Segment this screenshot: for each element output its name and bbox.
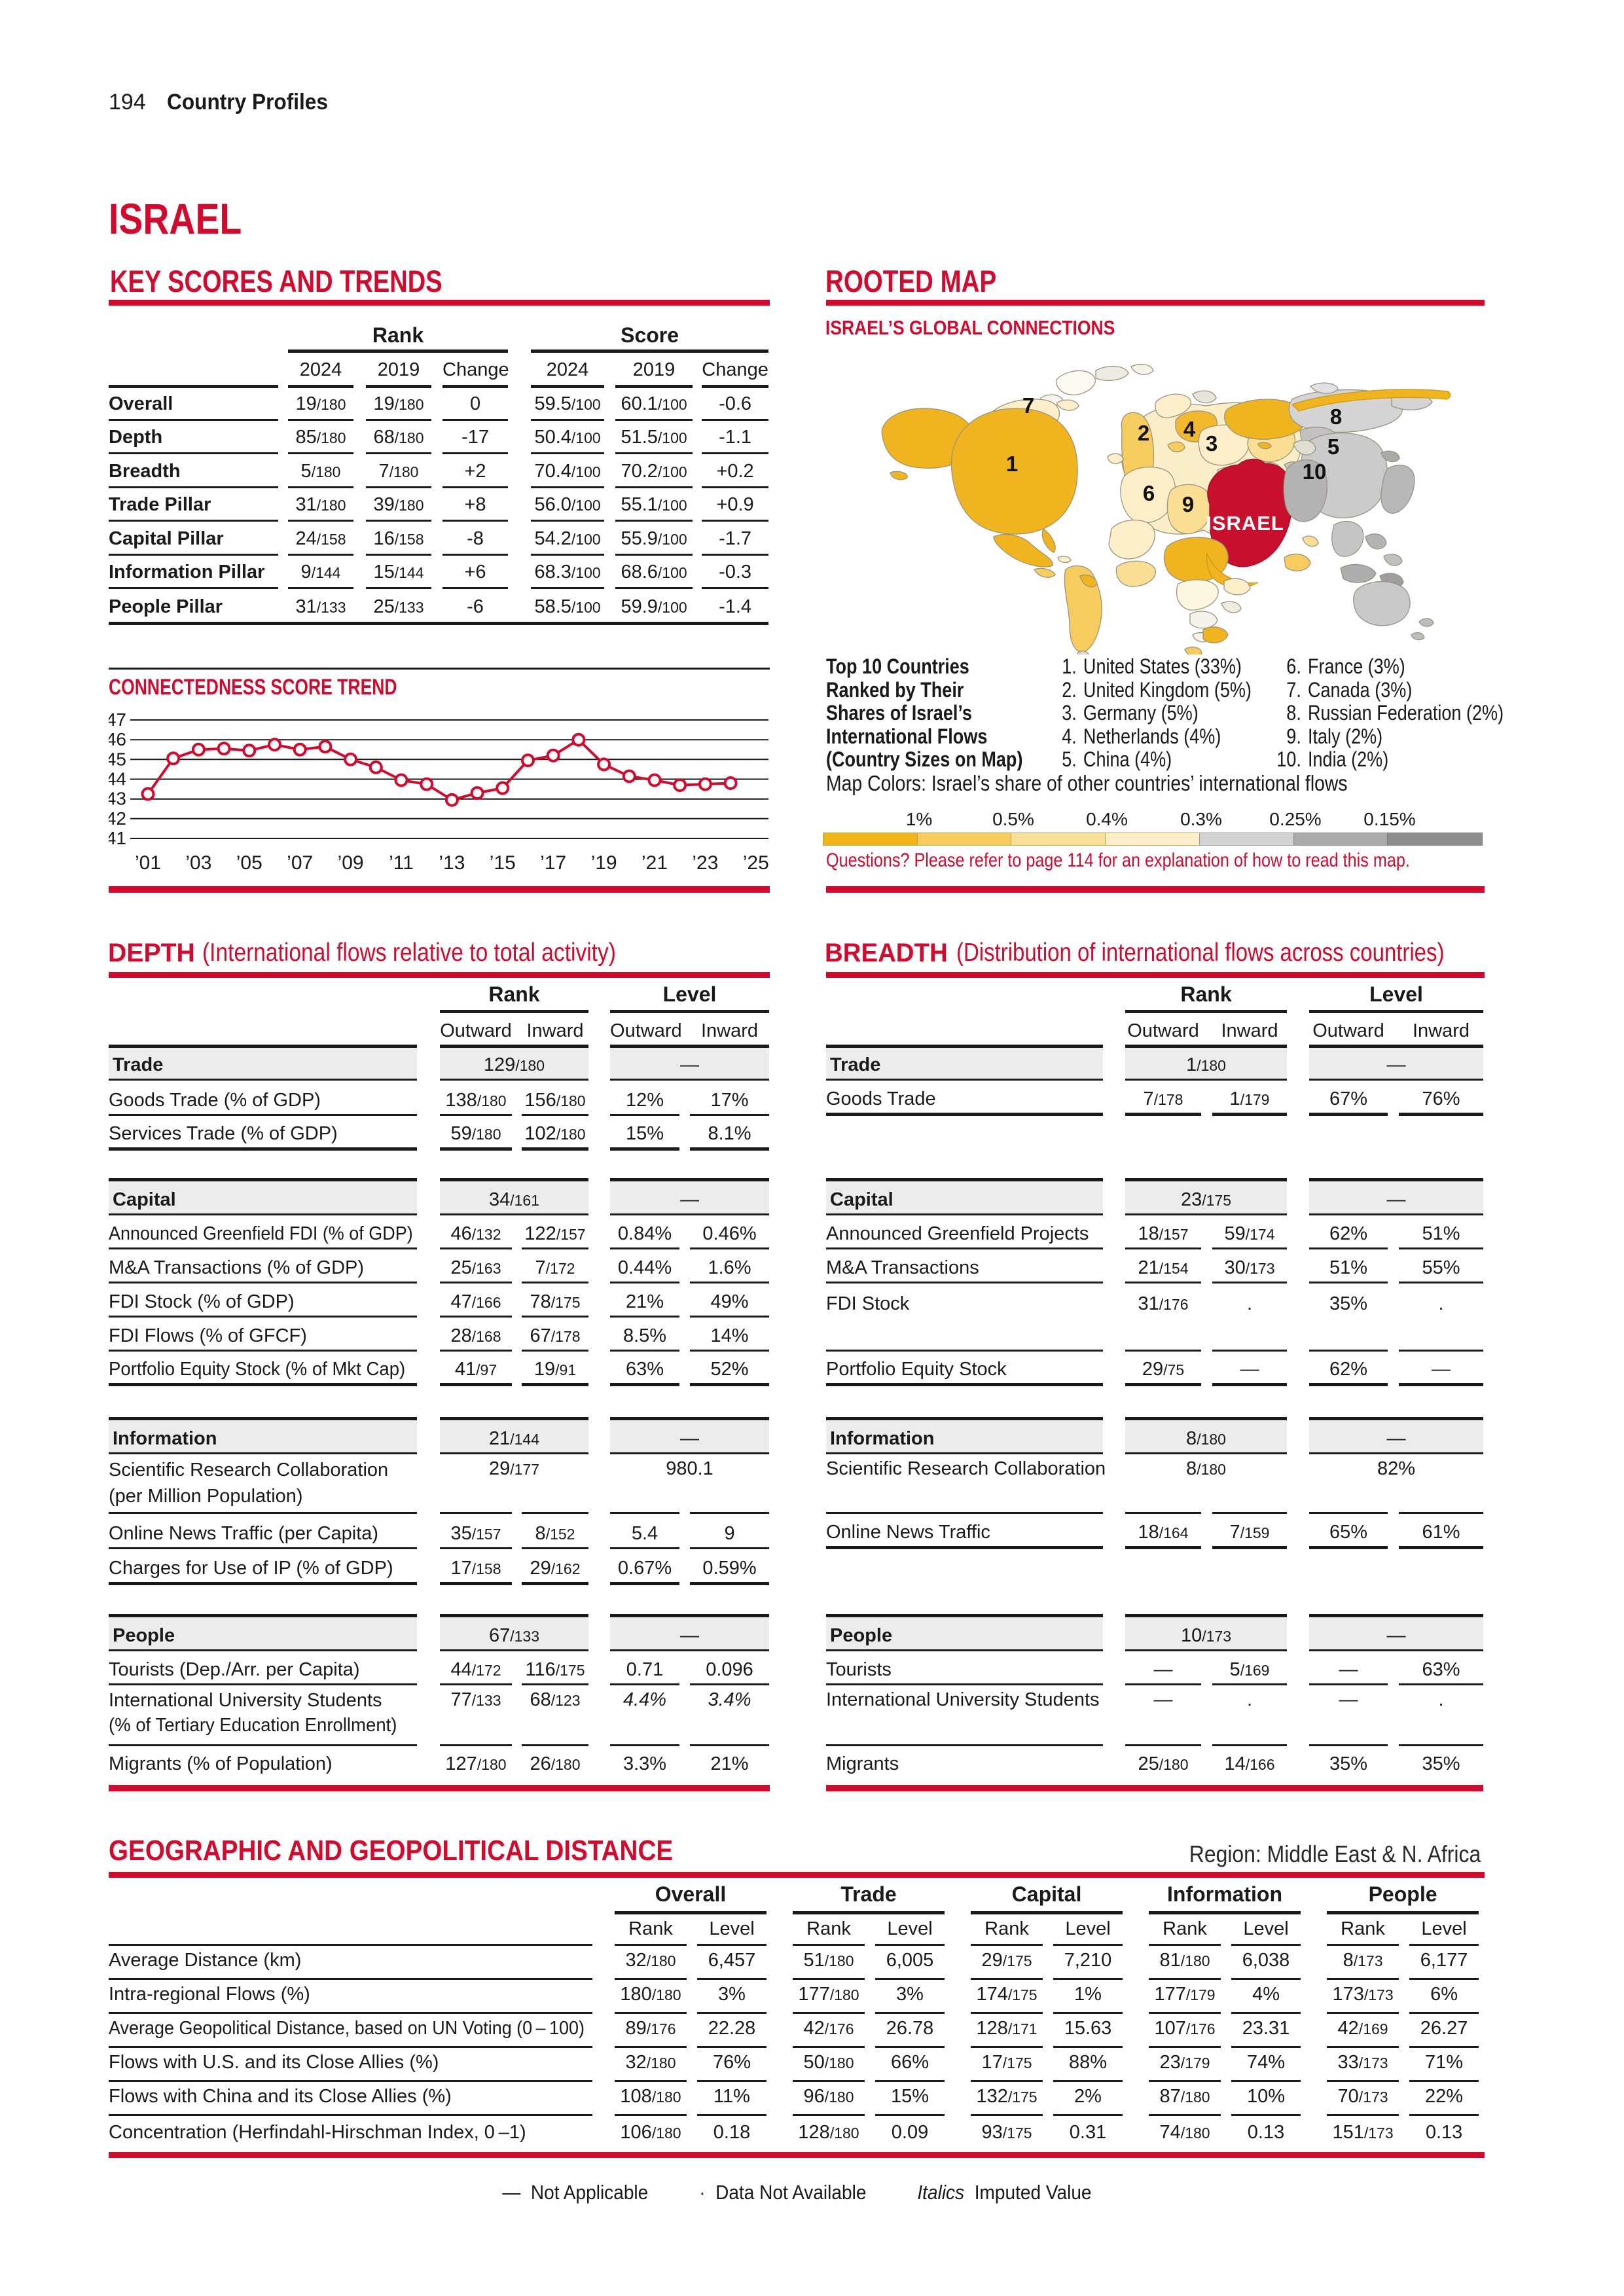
svg-text:’25: ’25 <box>743 852 769 874</box>
svg-text:’21: ’21 <box>641 852 668 874</box>
svg-text:’03: ’03 <box>185 852 211 874</box>
svg-text:’17: ’17 <box>540 852 566 874</box>
svg-text:7: 7 <box>1022 393 1034 418</box>
svg-text:’01: ’01 <box>135 852 161 874</box>
svg-text:43: 43 <box>109 789 126 809</box>
svg-text:1: 1 <box>1006 452 1018 476</box>
svg-text:8: 8 <box>1330 404 1342 429</box>
svg-text:45: 45 <box>109 749 126 769</box>
svg-text:’09: ’09 <box>338 852 364 874</box>
svg-text:9: 9 <box>1182 492 1194 516</box>
svg-text:42: 42 <box>109 808 126 829</box>
svg-text:2: 2 <box>1138 421 1149 445</box>
svg-text:41: 41 <box>109 828 126 848</box>
svg-text:ISRAEL: ISRAEL <box>1206 512 1284 535</box>
svg-text:’07: ’07 <box>287 852 313 874</box>
svg-text:’11: ’11 <box>389 852 414 874</box>
svg-text:46: 46 <box>109 729 126 749</box>
svg-text:’15: ’15 <box>490 852 516 874</box>
svg-text:10: 10 <box>1303 459 1327 484</box>
svg-text:44: 44 <box>109 769 126 789</box>
svg-text:’13: ’13 <box>439 852 465 874</box>
svg-text:6: 6 <box>1143 481 1155 505</box>
svg-text:47: 47 <box>109 709 126 730</box>
svg-text:5: 5 <box>1327 435 1339 459</box>
svg-text:3: 3 <box>1206 431 1218 456</box>
svg-text:’05: ’05 <box>236 852 262 874</box>
svg-text:4: 4 <box>1183 417 1196 441</box>
svg-text:’19: ’19 <box>591 852 617 874</box>
svg-text:’23: ’23 <box>692 852 718 874</box>
